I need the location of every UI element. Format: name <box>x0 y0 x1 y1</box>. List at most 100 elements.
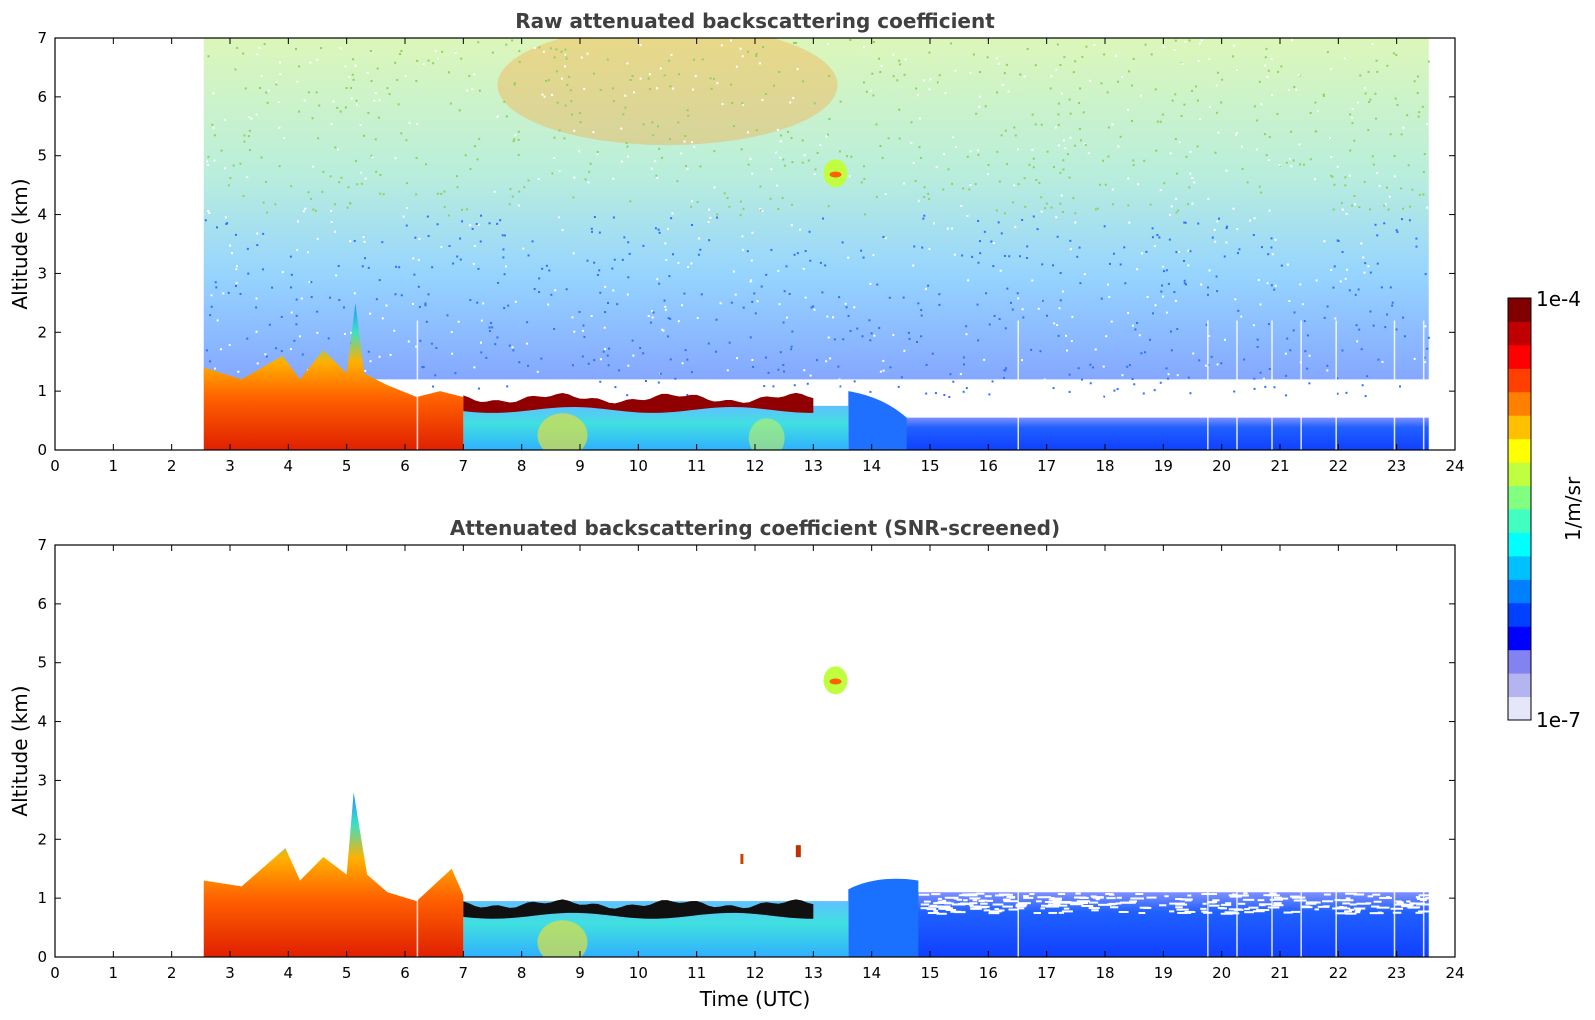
speckle <box>1232 44 1235 47</box>
speckle <box>367 266 370 269</box>
speckle <box>1278 164 1281 167</box>
speckle <box>869 282 872 285</box>
screened-gap <box>1228 894 1237 897</box>
speckle <box>1194 85 1197 88</box>
speckle <box>777 368 780 371</box>
screened-gap <box>1067 901 1076 904</box>
speckle <box>227 291 230 294</box>
speckle <box>651 121 654 124</box>
speckle <box>879 144 882 147</box>
speckle <box>1108 262 1111 265</box>
speckle <box>1198 359 1201 362</box>
speckle <box>773 84 776 87</box>
speckle <box>833 382 836 385</box>
speckle <box>847 314 850 317</box>
speckle <box>454 51 457 54</box>
speckle <box>713 150 716 153</box>
speckle <box>1045 202 1048 205</box>
speckle <box>1183 282 1186 285</box>
speckle <box>862 165 865 168</box>
speckle <box>882 359 885 362</box>
speckle <box>1253 217 1256 220</box>
speckle <box>1354 293 1357 296</box>
speckle <box>394 61 397 64</box>
speckle <box>337 265 340 268</box>
speckle <box>770 168 773 171</box>
speckle <box>839 385 842 388</box>
speckle <box>1056 43 1059 46</box>
speckle <box>443 190 446 193</box>
speckle <box>971 255 974 258</box>
speckle <box>355 99 358 102</box>
screened-gap <box>1409 902 1415 905</box>
y-tick-label: 2 <box>37 830 47 848</box>
speckle <box>593 261 596 264</box>
speckle <box>746 250 749 253</box>
speckle <box>938 303 941 306</box>
speckle <box>398 266 401 269</box>
speckle <box>1234 298 1237 301</box>
speckle <box>942 188 945 191</box>
speckle <box>376 67 379 70</box>
speckle <box>1074 221 1077 224</box>
speckle <box>502 248 505 251</box>
speckle <box>1315 130 1318 133</box>
speckle <box>1287 88 1290 91</box>
screened-gap <box>1076 900 1090 903</box>
screened-gap <box>1392 911 1402 914</box>
speckle <box>720 44 723 47</box>
speckle <box>381 241 384 244</box>
speckle <box>1151 391 1154 394</box>
speckle <box>460 57 463 60</box>
colorbar-swatch <box>1508 509 1531 533</box>
speckle <box>775 151 778 154</box>
speckle <box>742 207 745 210</box>
speckle <box>476 301 479 304</box>
speckle <box>1267 159 1270 162</box>
x-tick-label: 11 <box>687 964 706 982</box>
speckle <box>1138 334 1141 337</box>
speckle <box>1176 172 1179 175</box>
speckle <box>1302 163 1305 166</box>
speckle <box>1131 377 1134 380</box>
speckle <box>1368 100 1371 103</box>
speckle <box>1051 264 1054 267</box>
speckle <box>838 378 841 381</box>
colorbar-swatch <box>1508 673 1531 698</box>
x-axis-screened: 0 1 2 3 4 5 6 7 8 9 10 11 12 13 14 15 16 17 18 19 20 21 22 23 24 <box>50 545 1465 982</box>
speckle <box>379 174 382 177</box>
speckle <box>1121 75 1124 78</box>
speckle <box>1288 300 1291 303</box>
speckle <box>468 75 471 78</box>
speckle <box>1286 263 1289 266</box>
speckle <box>681 304 684 307</box>
speckle <box>915 87 918 90</box>
speckle <box>1053 166 1056 169</box>
speckle <box>1393 154 1396 157</box>
speckle <box>623 236 626 239</box>
speckle <box>962 356 965 359</box>
speckle <box>921 246 924 249</box>
speckle <box>226 222 229 225</box>
speckle <box>618 369 621 372</box>
speckle <box>427 59 430 62</box>
speckle <box>599 88 602 91</box>
speckle <box>1174 138 1177 141</box>
speckle <box>1003 72 1006 75</box>
speckle <box>997 221 1000 224</box>
speckle <box>707 221 710 224</box>
speckle <box>1337 240 1340 243</box>
speckle <box>1141 252 1144 255</box>
speckle <box>583 87 586 90</box>
speckle <box>416 123 419 126</box>
missing-profile <box>1271 320 1273 450</box>
screened-gap <box>1238 902 1246 905</box>
screened-gap <box>1118 910 1129 913</box>
speckle <box>934 392 937 395</box>
speckle <box>1139 94 1142 97</box>
speckle <box>1054 126 1057 129</box>
speckle <box>920 309 923 312</box>
missing-profile <box>1017 886 1019 957</box>
speckle <box>244 87 247 90</box>
speckle <box>447 71 450 74</box>
